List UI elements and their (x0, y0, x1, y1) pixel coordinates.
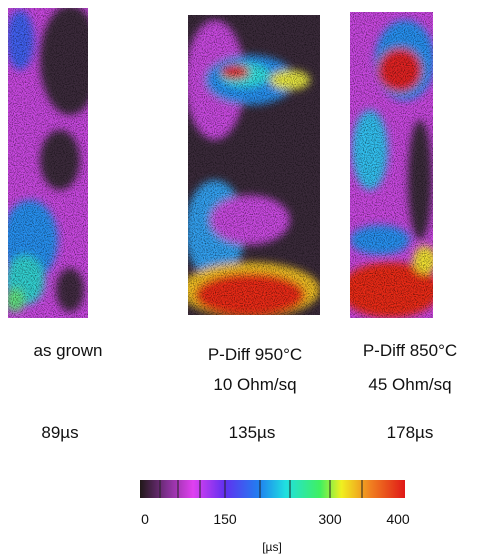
panel-label: as grown (34, 341, 103, 360)
lifetime: 135µs (229, 423, 276, 442)
figure: as grown P-Diff 950°C 10 Ohm/sq P-Diff 8… (0, 0, 488, 558)
map-as-grown (2, 5, 100, 318)
map-950 (180, 15, 320, 318)
lifetime: 89µs (41, 423, 78, 442)
lifetime: 178µs (387, 423, 434, 442)
colorbar-tick: 150 (213, 511, 237, 527)
map-850 (340, 12, 440, 318)
panel-label: P-Diff 850°C (363, 341, 457, 360)
colorbar-tick: 400 (386, 511, 410, 527)
sheet-resistance: 45 Ohm/sq (368, 375, 451, 394)
colorbar (140, 480, 405, 498)
colorbar-tick: 0 (141, 511, 149, 527)
panel-label: P-Diff 950°C (208, 345, 302, 364)
page: as grown P-Diff 950°C 10 Ohm/sq P-Diff 8… (0, 0, 488, 558)
sheet-resistance: 10 Ohm/sq (213, 375, 296, 394)
colorbar-unit: [µs] (262, 540, 282, 554)
colorbar-tick: 300 (318, 511, 342, 527)
